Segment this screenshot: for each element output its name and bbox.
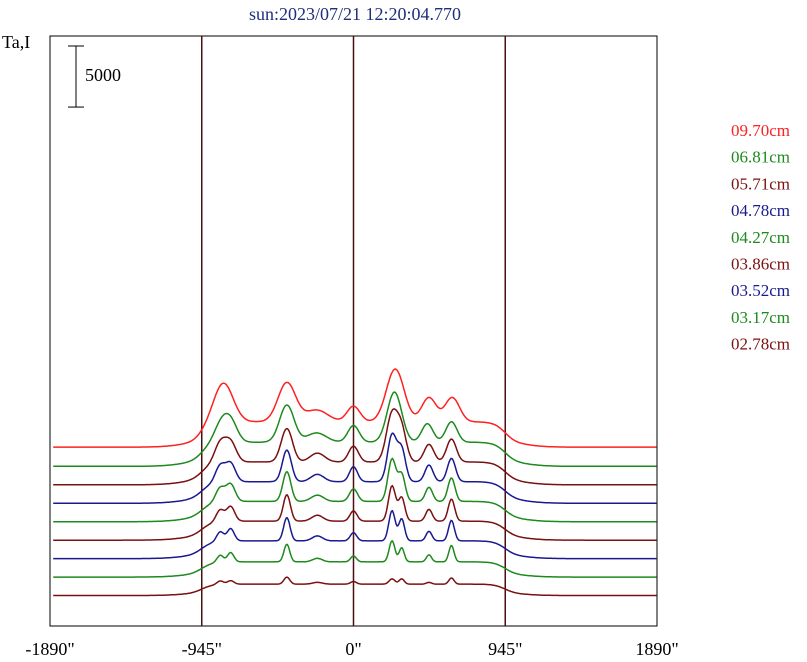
- vertical-reference-lines: [201, 36, 506, 626]
- legend-entry-8: 02.78cm: [731, 335, 790, 354]
- series-line-04.78cm: [53, 432, 657, 504]
- series-line-09.70cm: [53, 368, 657, 448]
- x-tick-label-3: 945": [488, 639, 522, 659]
- legend: 09.70cm 06.81cm 05.71cm 04.78cm 04.27cm 03.86…: [731, 121, 790, 354]
- legend-entry-7: 03.17cm: [731, 308, 790, 327]
- x-tick-label-4: 1890": [635, 639, 678, 659]
- series-line-04.27cm: [53, 457, 657, 523]
- series-line-05.71cm: [53, 408, 657, 486]
- legend-entry-3: 04.78cm: [731, 201, 790, 220]
- legend-entry-0: 09.70cm: [731, 121, 790, 140]
- series-line-06.81cm: [53, 391, 657, 468]
- legend-entry-5: 03.86cm: [731, 255, 790, 274]
- series-line-03.52cm: [53, 509, 657, 560]
- legend-entry-6: 03.52cm: [731, 281, 790, 300]
- x-tick-label-1: -945": [182, 639, 222, 659]
- legend-entry-1: 06.81cm: [731, 148, 790, 167]
- chart-title: sun:2023/07/21 12:20:04.770: [249, 4, 461, 24]
- scale-bar: [68, 45, 84, 108]
- series-line-03.17cm: [53, 539, 657, 578]
- series-layer: [53, 368, 657, 597]
- x-tick-label-2: 0": [345, 639, 361, 659]
- scale-bar-label: 5000: [85, 65, 121, 85]
- legend-entry-4: 04.27cm: [731, 228, 790, 247]
- series-line-03.86cm: [53, 484, 657, 541]
- series-line-02.78cm: [53, 576, 657, 597]
- x-tick-labels: -1890" -945" 0" 945" 1890": [25, 639, 678, 659]
- x-tick-label-0: -1890": [25, 639, 74, 659]
- y-axis-label: Ta,I: [2, 32, 30, 52]
- legend-entry-2: 05.71cm: [731, 174, 790, 193]
